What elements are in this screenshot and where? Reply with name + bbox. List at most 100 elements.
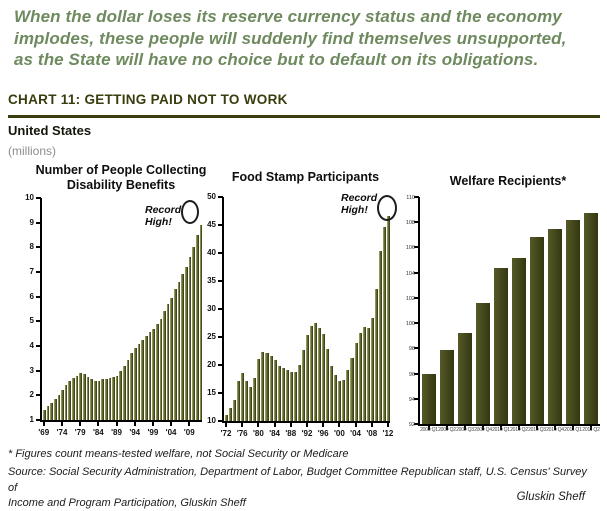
- y-axis-label: 110: [406, 195, 415, 201]
- bar: [346, 370, 350, 421]
- y-axis-tick: [36, 295, 41, 298]
- x-axis-tick: [42, 422, 45, 426]
- bar: [494, 267, 508, 424]
- bar: [334, 375, 338, 421]
- bar: [285, 370, 289, 421]
- bar: [354, 343, 358, 421]
- y-axis-label: 108: [405, 220, 415, 227]
- bar: [358, 333, 362, 421]
- x-axis-tick: [115, 422, 118, 426]
- bar: [330, 366, 334, 421]
- bar: [166, 304, 170, 420]
- bar: [61, 390, 64, 420]
- y-axis-tick: [414, 423, 419, 425]
- y-axis-tick: [36, 271, 41, 273]
- bar: [152, 328, 155, 420]
- x-axis-tick: [446, 426, 448, 430]
- bar: [374, 289, 378, 421]
- attribution: Gluskin Sheff: [516, 491, 585, 503]
- x-axis-label: 2009 Q4: [474, 427, 492, 433]
- x-axis-label: '09: [183, 428, 195, 437]
- bar: [309, 325, 314, 421]
- bar-group: [224, 197, 390, 421]
- x-axis-tick: [257, 423, 260, 427]
- y-axis-label: 3: [29, 365, 34, 375]
- bar: [134, 348, 137, 420]
- bar: [350, 357, 354, 421]
- x-axis-label: 2010 Q4: [546, 427, 564, 433]
- x-axis-label: '00: [333, 429, 345, 438]
- y-axis-label: 45: [207, 220, 216, 229]
- x-axis-label: '89: [111, 428, 122, 437]
- bar: [177, 281, 181, 420]
- y-axis-tick: [414, 347, 419, 350]
- bar: [261, 351, 265, 421]
- bar: [362, 327, 366, 421]
- y-axis-label: 7: [29, 267, 34, 276]
- x-axis-tick: [428, 426, 430, 430]
- bar: [79, 373, 83, 420]
- x-axis-label: '99: [147, 428, 159, 437]
- bar: [257, 358, 261, 421]
- y-axis-tick: [36, 246, 41, 249]
- x-axis-tick: [482, 426, 484, 430]
- y-axis-label: 10: [25, 193, 34, 202]
- bar: [115, 375, 119, 420]
- bar: [338, 380, 342, 421]
- x-axis-tick: [464, 426, 466, 430]
- x-axis-tick: [554, 426, 556, 430]
- x-axis-label: '12: [382, 429, 394, 438]
- bar: [293, 371, 297, 421]
- y-axis-tick: [414, 196, 419, 198]
- bar: [108, 378, 112, 420]
- bar: [233, 400, 237, 421]
- x-axis-tick: [97, 422, 100, 426]
- bar: [72, 378, 75, 420]
- bar: [148, 332, 152, 420]
- bar: [101, 379, 104, 420]
- x-axis-label: '92: [301, 429, 313, 438]
- bar: [277, 365, 281, 421]
- y-axis-label: 96: [408, 371, 415, 378]
- bar: [64, 385, 68, 420]
- y-axis-tick: [414, 246, 419, 249]
- x-axis-tick: [500, 426, 502, 430]
- bar: [378, 251, 382, 421]
- bar: [192, 247, 195, 420]
- divider-rule: [8, 115, 600, 118]
- x-axis-tick: [133, 422, 136, 426]
- y-axis-label: 100: [405, 321, 415, 328]
- bar: [305, 334, 309, 421]
- disability-benefits-chart: 1 2 3 4 5 6 7 8 9 10 '69 '74 '79 '84 '89 '94 '99 '04 '09: [25, 193, 203, 437]
- y-axis-tick: [36, 345, 41, 347]
- bar: [225, 415, 229, 421]
- x-axis-label: 2010 Q2: [510, 427, 528, 433]
- y-axis-tick: [36, 394, 41, 397]
- bar: [422, 373, 436, 424]
- y-axis-label: 104: [405, 270, 415, 277]
- bar: [75, 375, 79, 420]
- bar: [46, 406, 50, 420]
- x-axis-label: '84: [269, 429, 281, 438]
- bar: [512, 257, 526, 424]
- bar: [318, 328, 322, 421]
- welfare-recipients-chart: 92 94 96 98 100 102 104 106 108 110 2009 Q1 2009 Q2…: [406, 195, 600, 433]
- y-axis-label: 8: [29, 242, 34, 252]
- x-axis-tick: [536, 426, 538, 430]
- x-axis-label: '96: [317, 429, 329, 438]
- x-axis-label: '72: [220, 429, 232, 438]
- bar: [281, 368, 285, 421]
- y-axis-tick: [36, 221, 41, 224]
- x-axis-tick: [370, 423, 373, 427]
- bar: [119, 370, 123, 420]
- y-axis-tick: [414, 372, 419, 375]
- y-axis-label: 5: [29, 316, 34, 326]
- bar: [199, 225, 203, 420]
- bar: [123, 365, 126, 420]
- chart-title-welfare: Welfare Recipients*: [449, 174, 567, 188]
- y-axis-tick: [414, 322, 419, 325]
- chart-title-disability: Number of People Collecting Disability B…: [35, 163, 207, 192]
- bar: [188, 257, 192, 420]
- x-axis-tick: [590, 426, 592, 430]
- y-axis-tick: [218, 364, 223, 366]
